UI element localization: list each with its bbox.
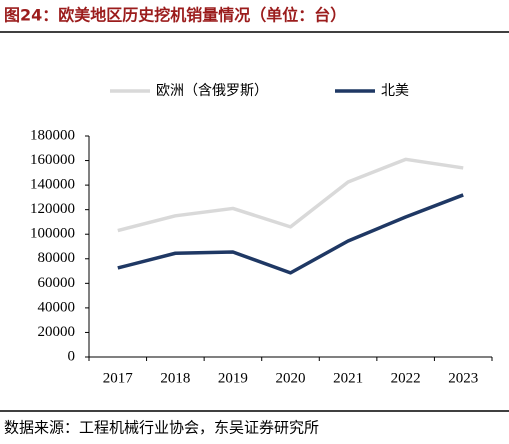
x-tick-label: 2018 — [160, 370, 190, 386]
series-line — [117, 193, 464, 275]
x-tick-label: 2021 — [333, 370, 363, 386]
y-tick-label: 100000 — [30, 226, 75, 242]
source: 数据来源：工程机械行业协会，东吴证券研究所 — [4, 419, 319, 437]
y-tick-label: 120000 — [30, 201, 75, 217]
y-tick-label: 80000 — [38, 250, 76, 266]
y-tick-label: 20000 — [38, 324, 76, 340]
legend-label: 欧洲（含俄罗斯） — [156, 83, 268, 99]
y-tick-label: 160000 — [30, 152, 75, 168]
legend-label: 北美 — [381, 83, 409, 99]
x-tick-label: 2020 — [276, 370, 306, 386]
x-tick-label: 2019 — [218, 370, 248, 386]
x-tick-label: 2017 — [103, 370, 134, 386]
y-tick-label: 140000 — [30, 177, 75, 193]
y-tick-label: 60000 — [38, 275, 76, 291]
x-tick-label: 2023 — [448, 370, 478, 386]
y-tick-label: 40000 — [38, 299, 76, 315]
x-tick-label: 2022 — [391, 370, 421, 386]
y-tick-label: 0 — [68, 348, 76, 364]
y-tick-label: 180000 — [30, 127, 75, 143]
chart-title: 图24：欧美地区历史挖机销量情况（单位：台） — [4, 6, 346, 25]
series-line — [117, 157, 464, 233]
